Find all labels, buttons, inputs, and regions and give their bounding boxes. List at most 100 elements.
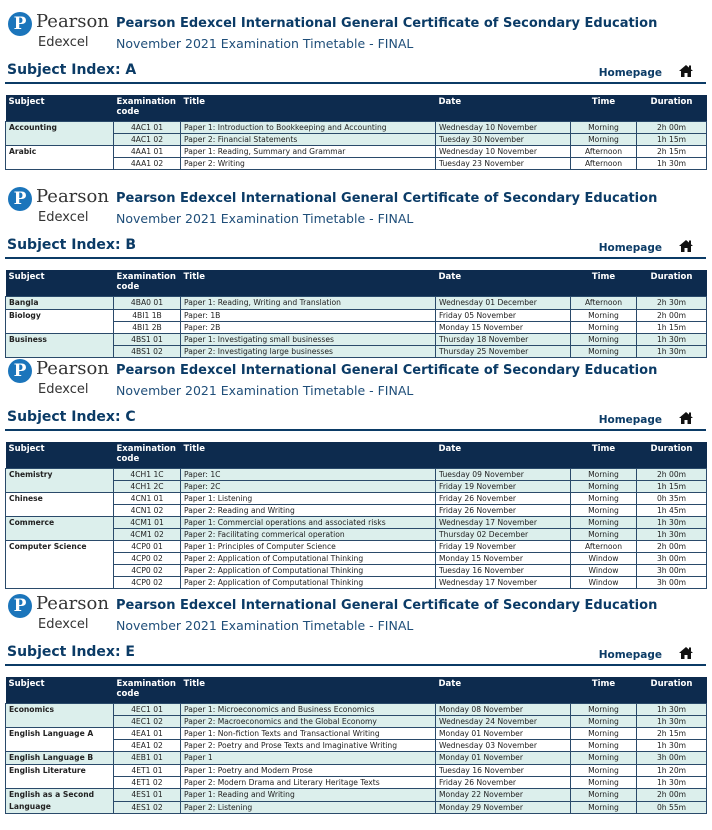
row: 4EC1 02 Paper 2: Macroeconomics and the G…	[6, 715, 707, 728]
cell: Paper 2: Reading and Writing	[180, 504, 436, 517]
cell: Morning	[570, 800, 637, 814]
cell: Tuesday 16 November	[435, 764, 571, 777]
cell: Thursday 02 December	[435, 528, 571, 541]
cell: Afternoon	[570, 157, 637, 170]
cell: 2h 00m	[636, 540, 707, 553]
cell: 2h 00m	[636, 121, 707, 134]
cell: 1h 15m	[636, 133, 707, 146]
logo-mark: P	[8, 12, 32, 36]
cell: 4CN1 02	[113, 504, 181, 517]
subject: Economics	[5, 703, 114, 728]
column-header: Date	[435, 270, 571, 297]
cell: Morning	[570, 333, 637, 346]
cell: Paper: 2C	[180, 480, 436, 493]
logo-brand: Pearson	[36, 593, 109, 614]
cell: Paper 1: Non-fiction Texts and Transacti…	[180, 727, 436, 740]
row: 4AA1 02 Paper 2: Writing Tuesday 23 Novemb…	[6, 157, 707, 170]
index-heading: Subject Index: C	[7, 409, 136, 425]
cell: Friday 19 November	[435, 480, 571, 493]
home-icon[interactable]	[678, 646, 694, 660]
cell: 4AA1 02	[113, 157, 181, 170]
cell: Tuesday 23 November	[435, 157, 571, 170]
column-header: Duration	[636, 270, 707, 297]
cell: 2h 30m	[636, 296, 707, 310]
cell: 4BI1 1B	[113, 309, 181, 322]
cell: Morning	[570, 703, 637, 716]
cell: 1h 20m	[636, 764, 707, 777]
row: Biology 4BI1 1B Paper: 1B Friday 05 Novembe…	[5, 309, 707, 334]
cell: 0h 55m	[636, 800, 707, 814]
cell: Wednesday 17 November	[435, 576, 571, 589]
cell: Wednesday 01 December	[435, 296, 571, 310]
logo: P Pearson Edexcel	[8, 8, 109, 52]
column-header: Date	[435, 95, 571, 122]
cell: Morning	[570, 739, 637, 752]
column-header: Subject	[5, 270, 114, 297]
header-row: Subject Examination code Title Date Time Dura…	[5, 95, 707, 122]
cell: Wednesday 03 November	[435, 739, 571, 752]
cell: Paper 2: Poetry and Prose Texts and Imag…	[180, 739, 436, 752]
subject: English Literature	[5, 764, 114, 789]
row: 4BS1 02 Paper 2: Investigating large busi…	[6, 345, 707, 358]
cell: Morning	[570, 751, 637, 765]
column-header: Time	[570, 442, 637, 469]
cell: Morning	[570, 492, 637, 505]
logo: P Pearson Edexcel	[8, 183, 109, 227]
cell: 3h 00m	[636, 564, 707, 577]
cell: Afternoon	[570, 540, 637, 553]
cell: 1h 45m	[636, 504, 707, 517]
subtitle: November 2021 Examination Timetable - FI…	[116, 383, 414, 398]
row: 4ET1 02 Paper 2: Modern Drama and Literar…	[6, 776, 707, 789]
cell: Monday 15 November	[435, 321, 571, 334]
subject: Chinese	[5, 492, 114, 517]
cell: 1h 15m	[636, 480, 707, 493]
home-icon[interactable]	[678, 239, 694, 253]
cell: Morning	[570, 528, 637, 541]
cell: 4EA1 01	[113, 727, 181, 740]
cell: 2h 15m	[636, 727, 707, 740]
cell: 1h 30m	[636, 333, 707, 346]
cell: 1h 30m	[636, 516, 707, 529]
column-header: Time	[570, 270, 637, 297]
cell: 2h 00m	[636, 309, 707, 322]
cell: 4AC1 02	[113, 133, 181, 146]
row: Business 4BS1 01 Paper 1: Investigating sm…	[5, 333, 707, 358]
timetable-table: Subject Examination code Title Date Time Dura…	[5, 95, 707, 170]
home-icon[interactable]	[678, 411, 694, 425]
index-bar: Subject Index: A Homepage	[5, 60, 706, 84]
cell: 2h 00m	[636, 468, 707, 481]
cell: 2h 00m	[636, 788, 707, 802]
row: Economics 4EC1 01 Paper 1: Microeconomics …	[5, 703, 707, 728]
homepage-link[interactable]: Homepage	[598, 649, 662, 661]
row: Chinese 4CN1 01 Paper 1: Listening Friday 2…	[5, 492, 707, 517]
row: 4CN1 02 Paper 2: Reading and Writing Frida…	[6, 504, 707, 517]
row: 4EA1 02 Paper 2: Poetry and Prose Texts a…	[6, 739, 707, 752]
cell: Afternoon	[570, 296, 637, 310]
cell: Morning	[570, 764, 637, 777]
cell: 4ES1 01	[113, 788, 181, 802]
cell: 1h 30m	[636, 715, 707, 728]
cell: Paper 1: Microeconomics and Business Eco…	[180, 703, 436, 716]
homepage-link[interactable]: Homepage	[598, 414, 662, 426]
title: Pearson Edexcel International General Ce…	[116, 598, 658, 613]
cell: 4BI1 2B	[113, 321, 181, 334]
cell: 4CM1 02	[113, 528, 181, 541]
cell: Morning	[570, 788, 637, 802]
subject: Arabic	[5, 145, 114, 170]
homepage-link[interactable]: Homepage	[598, 67, 662, 79]
subtitle: November 2021 Examination Timetable - FI…	[116, 618, 414, 633]
column-header: Subject	[5, 677, 114, 704]
home-icon[interactable]	[678, 64, 694, 78]
header-row: Subject Examination code Title Date Time Dura…	[5, 677, 707, 704]
cell: Morning	[570, 321, 637, 334]
logo-brand: Pearson	[36, 11, 109, 32]
cell: 4CP0 02	[113, 564, 181, 577]
cell: Paper 2: Modern Drama and Literary Herit…	[180, 776, 436, 789]
subject: Biology	[5, 309, 114, 334]
cell: Window	[570, 576, 637, 589]
homepage-link[interactable]: Homepage	[598, 242, 662, 254]
index-heading: Subject Index: A	[7, 62, 137, 78]
subject: English Language B	[5, 751, 114, 765]
cell: Paper 1	[180, 751, 436, 765]
column-header: Subject	[5, 442, 114, 469]
